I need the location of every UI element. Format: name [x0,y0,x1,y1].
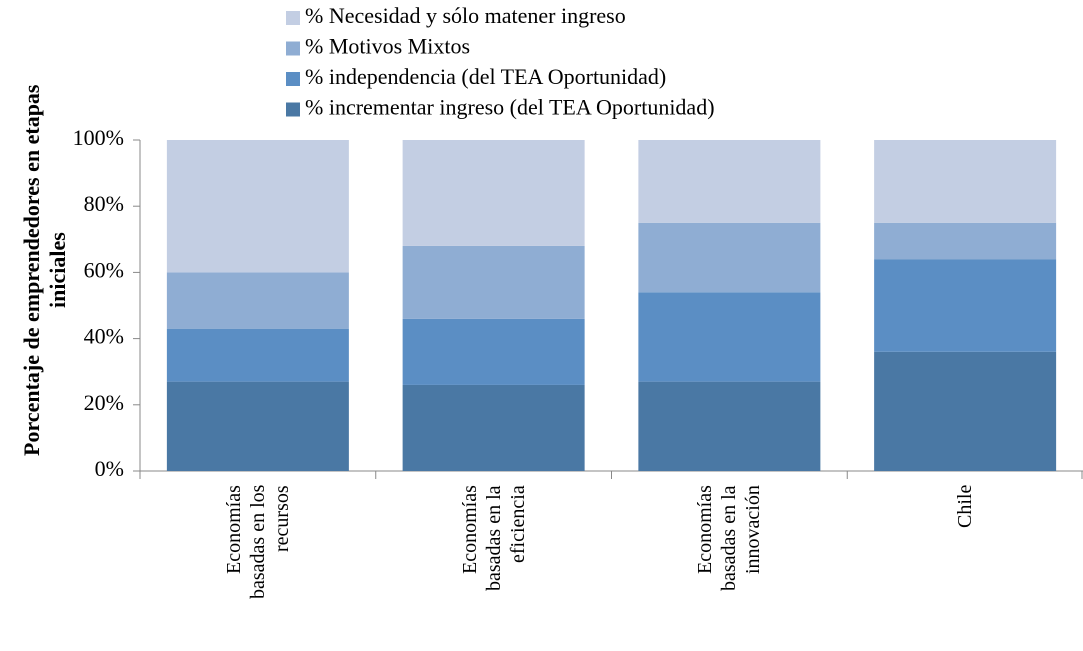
legend-swatch [286,11,300,25]
x-tick-label: Chile [954,485,977,529]
x-tick-label: Economías basadas en los recursos [222,485,293,600]
bar-segment [402,140,585,246]
y-tick-label: 20% [84,390,124,415]
bar-segment [166,381,349,471]
x-tick-label: Economías basadas en la innovación [694,485,765,591]
legend-label: % incrementar ingreso (del TEA Oportunid… [305,95,715,120]
bar-segment [402,245,585,319]
bar-segment [402,318,585,385]
bar-segment [402,384,585,471]
legend-swatch [286,41,300,56]
bar-segment [638,222,821,293]
bar-segment [638,292,821,382]
legend-label: % Motivos Mixtos [305,34,470,59]
y-axis-title: Porcentaje de emprendedores en etapas in… [19,84,70,456]
legend-swatch [286,72,300,86]
legend-label: % Necesidad y sólo matener ingreso [305,3,626,28]
y-tick-label: 40% [84,324,124,349]
bar-segment [166,272,349,329]
bar-segment [874,259,1057,352]
bar-segment [874,351,1057,471]
bar-segment [874,222,1057,260]
legend-swatch [286,102,300,117]
bar-segment [166,328,349,382]
y-tick-label: 60% [84,257,124,282]
bar-segment [638,381,821,471]
legend-label: % independencia (del TEA Oportunidad) [305,64,666,89]
x-tick-label: Economías basadas en la eficiencia [458,485,529,591]
bar-segment [166,140,349,273]
bar-segment [638,140,821,223]
y-tick-label: 100% [73,125,124,150]
y-tick-label: 80% [84,191,124,216]
y-tick-label: 0% [95,456,124,481]
bar-segment [874,140,1057,223]
